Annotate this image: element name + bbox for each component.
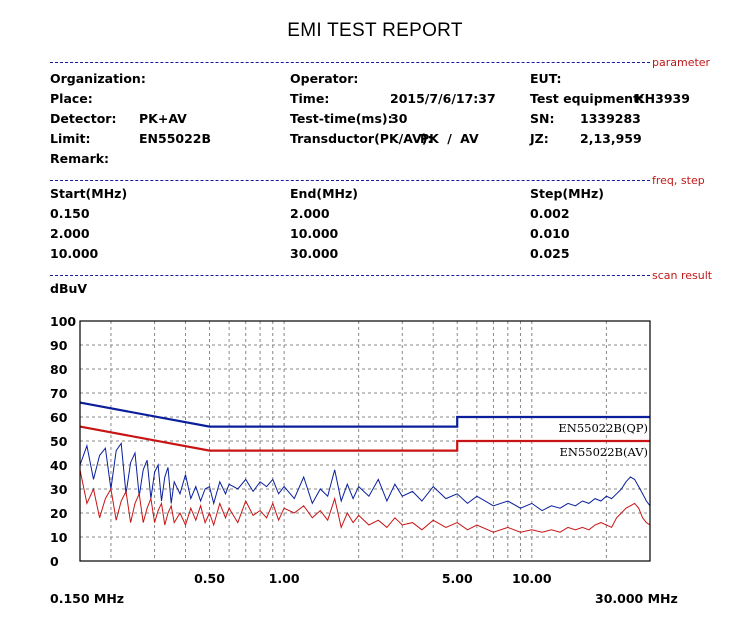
- qp-limit-line: [79, 401, 650, 428]
- y-tick-label: 90: [50, 338, 68, 353]
- sn-label: SN:: [530, 111, 555, 126]
- x-tick-label: 1.00: [269, 571, 300, 586]
- freq-row-2-end: 10.000: [290, 226, 339, 241]
- time-label: Time:: [290, 91, 330, 106]
- freq-row-1-start: 0.150: [50, 206, 90, 221]
- y-tick-label: 20: [50, 506, 68, 521]
- freq-row-1-step: 0.002: [530, 206, 570, 221]
- scan-result-separator: [50, 275, 650, 276]
- report-title: EMI TEST REPORT: [287, 20, 463, 41]
- freq-step-separator: [50, 180, 650, 181]
- y-tick-label: 50: [50, 434, 68, 449]
- test-time-value: 30: [390, 111, 408, 126]
- detector-value: PK+AV: [139, 111, 187, 126]
- x-tick-label: 5.00: [442, 571, 473, 586]
- x-start-label: 0.150 MHz: [50, 591, 125, 606]
- operator-label: Operator:: [290, 71, 359, 86]
- freq-header-start: Start(MHz): [50, 186, 128, 201]
- qp-limit-label: EN55022B(QP): [558, 421, 648, 435]
- y-tick-label: 70: [50, 386, 68, 401]
- av-limit-line: [79, 425, 650, 452]
- transductor-value: PK / AV: [420, 131, 479, 146]
- test-equipment-value: KH3939: [635, 91, 690, 106]
- freq-row-2-step: 0.010: [530, 226, 570, 241]
- detector-label: Detector:: [50, 111, 117, 126]
- freq-row-2-start: 2.000: [50, 226, 90, 241]
- test-time-label: Test-time(ms):: [290, 111, 393, 126]
- freq-header-step: Step(MHz): [530, 186, 605, 201]
- freq-row-3-end: 30.000: [290, 246, 339, 261]
- organization-label: Organization:: [50, 71, 146, 86]
- freq-step-section-label: freq, step: [652, 174, 705, 187]
- place-label: Place:: [50, 91, 93, 106]
- x-tick-label: 10.00: [512, 571, 552, 586]
- peak-trace-line: [79, 441, 651, 512]
- x-end-label: 30.000 MHz: [595, 591, 678, 606]
- test-equipment-label: Test equipment:: [530, 91, 645, 106]
- sn-value: 1339283: [580, 111, 641, 126]
- y-tick-label: 30: [50, 482, 68, 497]
- average-trace-line: [79, 469, 651, 533]
- y-tick-label: 40: [50, 458, 68, 473]
- jz-value: 2,13,959: [580, 131, 642, 146]
- transductor-label: Transductor(PK/AV):: [290, 131, 433, 146]
- y-axis-unit-label: dBuV: [50, 281, 88, 296]
- plot-frame: [79, 320, 651, 562]
- freq-row-3-step: 0.025: [530, 246, 570, 261]
- eut-label: EUT:: [530, 71, 562, 86]
- y-tick-label: 0: [50, 554, 59, 569]
- scan-result-section-label: scan result: [652, 269, 713, 282]
- y-tick-label: 60: [50, 410, 68, 425]
- av-limit-label: EN55022B(AV): [559, 445, 648, 459]
- jz-label: JZ:: [530, 131, 549, 146]
- freq-header-end: End(MHz): [290, 186, 358, 201]
- freq-row-3-start: 10.000: [50, 246, 99, 261]
- time-value: 2015/7/6/17:37: [390, 91, 496, 106]
- freq-row-1-end: 2.000: [290, 206, 330, 221]
- parameter-section-label: parameter: [652, 56, 711, 69]
- y-tick-label: 10: [50, 530, 68, 545]
- y-tick-label: 80: [50, 362, 68, 377]
- limit-label: Limit:: [50, 131, 91, 146]
- x-tick-label: 0.50: [194, 571, 225, 586]
- remark-label: Remark:: [50, 151, 110, 166]
- parameter-separator: [50, 62, 650, 63]
- limit-value: EN55022B: [139, 131, 212, 146]
- y-tick-label: 100: [50, 314, 76, 329]
